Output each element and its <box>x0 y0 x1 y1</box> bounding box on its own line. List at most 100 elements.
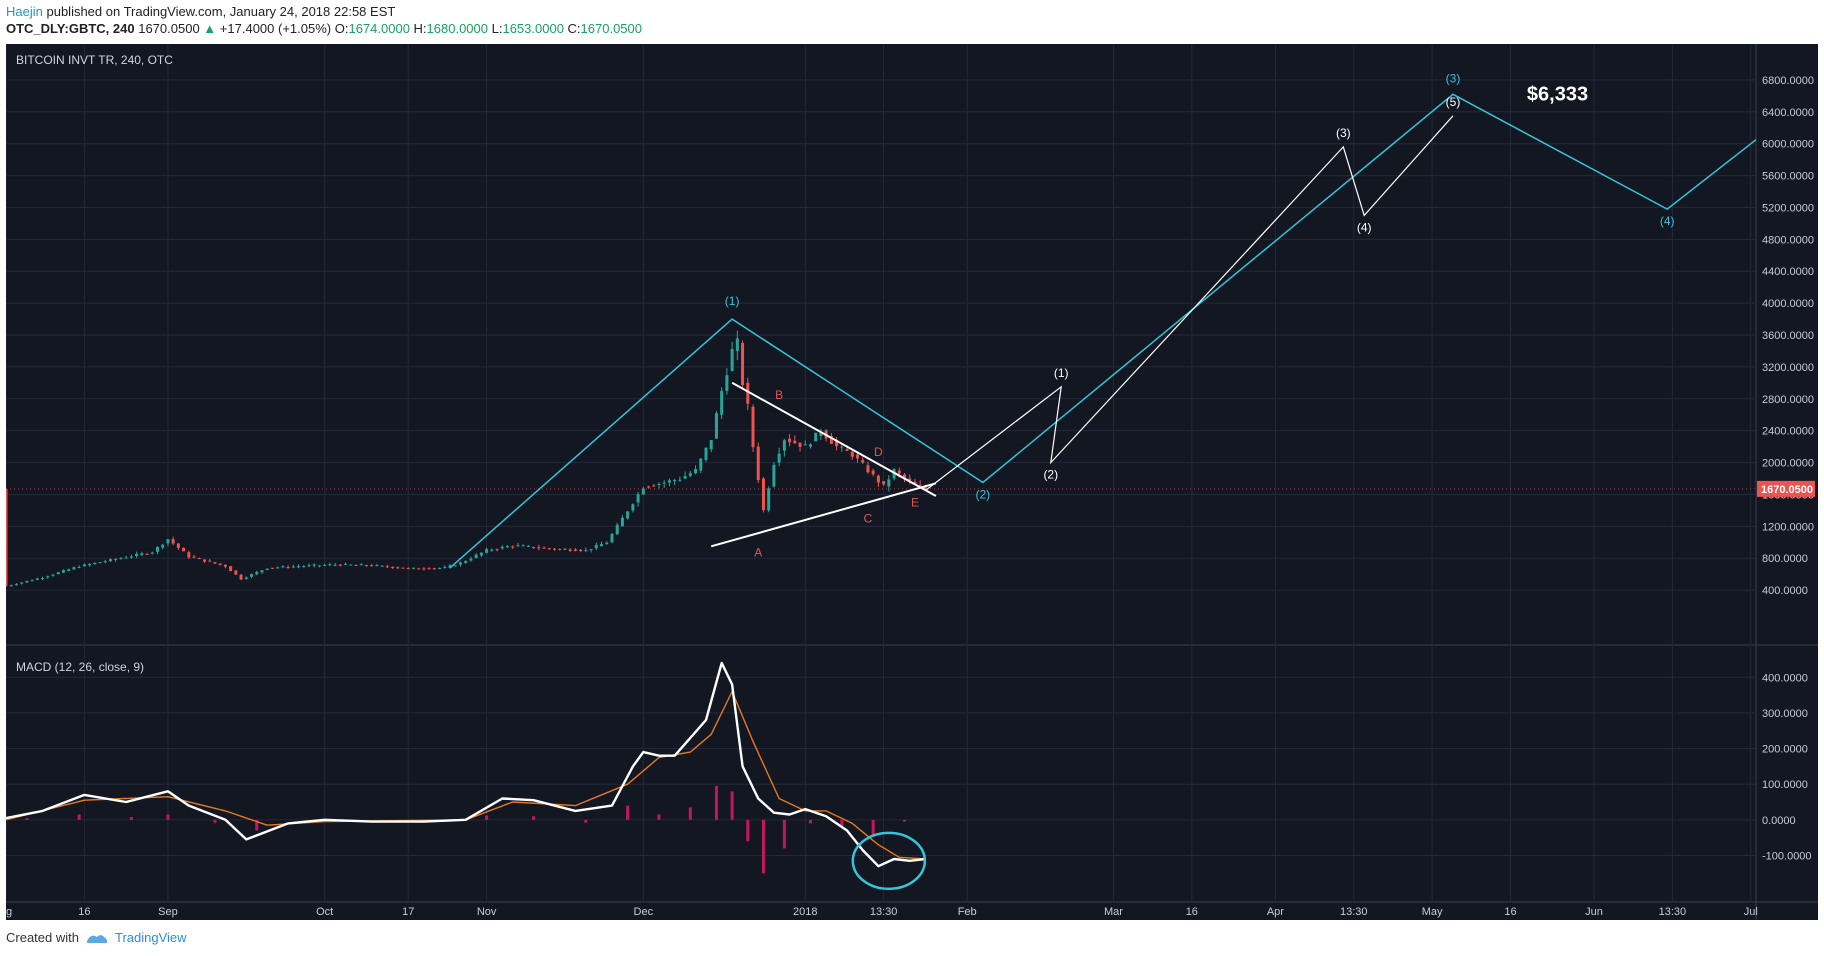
x-tick-label: Mar <box>1104 906 1123 918</box>
macd-histogram-bar <box>584 819 588 823</box>
price-tick-label: 4000.0000 <box>1762 298 1814 310</box>
candle-body <box>349 564 353 566</box>
candle-body <box>882 481 886 485</box>
candle-body <box>380 565 384 567</box>
high-value: 1680.0000 <box>426 21 488 36</box>
candle-body <box>364 565 368 567</box>
candle-body <box>589 549 593 551</box>
candle-body <box>119 558 123 560</box>
candle-body <box>469 558 473 561</box>
last-price: 1670.0500 <box>138 21 200 36</box>
candle-body <box>197 557 201 559</box>
macd-tick-label: 300.0000 <box>1762 708 1808 720</box>
candle-body <box>511 546 515 548</box>
candle-body <box>568 549 572 551</box>
price-tag-label: 1670.0500 <box>1761 484 1813 496</box>
x-tick-label: Apr <box>1267 906 1284 918</box>
candle-body <box>688 473 692 476</box>
candle-body <box>662 482 666 484</box>
price-tick-label: 2400.0000 <box>1762 426 1814 438</box>
created-with-text: Created with <box>6 930 79 945</box>
macd-histogram-bar <box>25 818 29 820</box>
macd-plot <box>6 661 927 891</box>
macd-line <box>6 661 926 868</box>
cyan-wave-label: (3) <box>1446 71 1461 85</box>
candle-body <box>260 570 264 573</box>
price-tick-label: 3600.0000 <box>1762 330 1814 342</box>
candle-body <box>182 547 186 552</box>
triangle-lower-line <box>710 482 937 548</box>
candle-body <box>448 565 452 568</box>
candle-body <box>547 548 551 550</box>
macd-histogram-bar <box>714 785 718 820</box>
author-link[interactable]: Haejin <box>6 4 43 19</box>
candle-body <box>584 549 588 551</box>
candle-body <box>333 564 337 566</box>
chart-container[interactable]: ug 16 Sep Oct 17 Nov Dec 2018 13:30 Feb Mar 16 Apr 13… <box>6 44 1818 920</box>
candle-body <box>720 390 724 415</box>
candle-body <box>291 566 295 568</box>
candle-body <box>516 545 520 547</box>
macd-histogram-bar <box>761 819 765 874</box>
candle-body <box>730 349 734 371</box>
candle-body <box>203 559 207 562</box>
candle-body <box>443 567 447 569</box>
candle-body <box>866 465 870 473</box>
candle-body <box>223 564 227 567</box>
macd-histogram-bar <box>782 819 786 849</box>
candle-body <box>683 476 687 479</box>
price-target-label: $6,333 <box>1527 83 1588 105</box>
candle-body <box>359 564 363 566</box>
macd-histogram-bar <box>808 819 812 824</box>
candle-body <box>735 338 739 351</box>
price-tick-label: 5600.0000 <box>1762 171 1814 183</box>
candle-body <box>636 494 640 503</box>
candle-body <box>657 483 661 485</box>
candle-body <box>88 563 92 566</box>
candle-body <box>553 548 557 550</box>
candle-body <box>845 449 849 451</box>
x-tick-label: Jun <box>1585 906 1603 918</box>
candle-body <box>103 561 107 563</box>
x-tick-label: May <box>1422 906 1443 918</box>
candle-body <box>35 578 39 580</box>
white-wave-label: (1) <box>1054 366 1069 380</box>
macd-histogram-bar <box>485 815 489 820</box>
candle-body <box>610 533 614 543</box>
price-tick-label: 3200.0000 <box>1762 362 1814 374</box>
candle-body <box>829 435 833 444</box>
candle-body <box>41 578 45 580</box>
candle-body <box>255 571 259 575</box>
tradingview-link[interactable]: TradingView <box>114 930 187 945</box>
candle-body <box>840 446 844 448</box>
candle-body <box>344 563 348 565</box>
candle-body <box>897 470 901 474</box>
candle-body <box>490 549 494 551</box>
price-tick-label: 4800.0000 <box>1762 234 1814 246</box>
ohlc-line: OTC_DLY:GBTC, 240 1670.0500 ▲ +17.4000 (… <box>6 21 642 36</box>
candle-body <box>746 382 750 404</box>
candle-body <box>77 567 81 569</box>
candle-body <box>500 546 504 549</box>
symbol-label: OTC_DLY:GBTC, 240 <box>6 21 135 36</box>
price-tick-label: 400.0000 <box>1762 585 1808 597</box>
annotations: (1) (2) (3) (4) (1) (2) (3) (4) (5) A B C D E $6,333 <box>449 71 1757 569</box>
cyan-wave-label: (1) <box>725 294 740 308</box>
candle-body <box>229 566 233 572</box>
chart-svg[interactable]: ug 16 Sep Oct 17 Nov Dec 2018 13:30 Feb Mar 16 Apr 13… <box>6 44 1818 920</box>
candle-body <box>542 547 546 549</box>
close-value: 1670.0500 <box>580 21 642 36</box>
macd-histogram-bar <box>213 819 217 823</box>
candle-body <box>788 438 792 443</box>
open-value: 1674.0000 <box>348 21 410 36</box>
macd-histogram-bar <box>657 814 661 820</box>
candle-body <box>250 574 254 577</box>
candle-body <box>14 584 18 586</box>
candle-body <box>741 342 745 386</box>
macd-histogram-bar <box>871 819 875 836</box>
candles <box>6 330 1756 587</box>
cyan-wave-label: (4) <box>1660 214 1675 228</box>
candle-body <box>714 413 718 439</box>
candle-body <box>793 440 797 444</box>
candle-body <box>187 552 191 558</box>
